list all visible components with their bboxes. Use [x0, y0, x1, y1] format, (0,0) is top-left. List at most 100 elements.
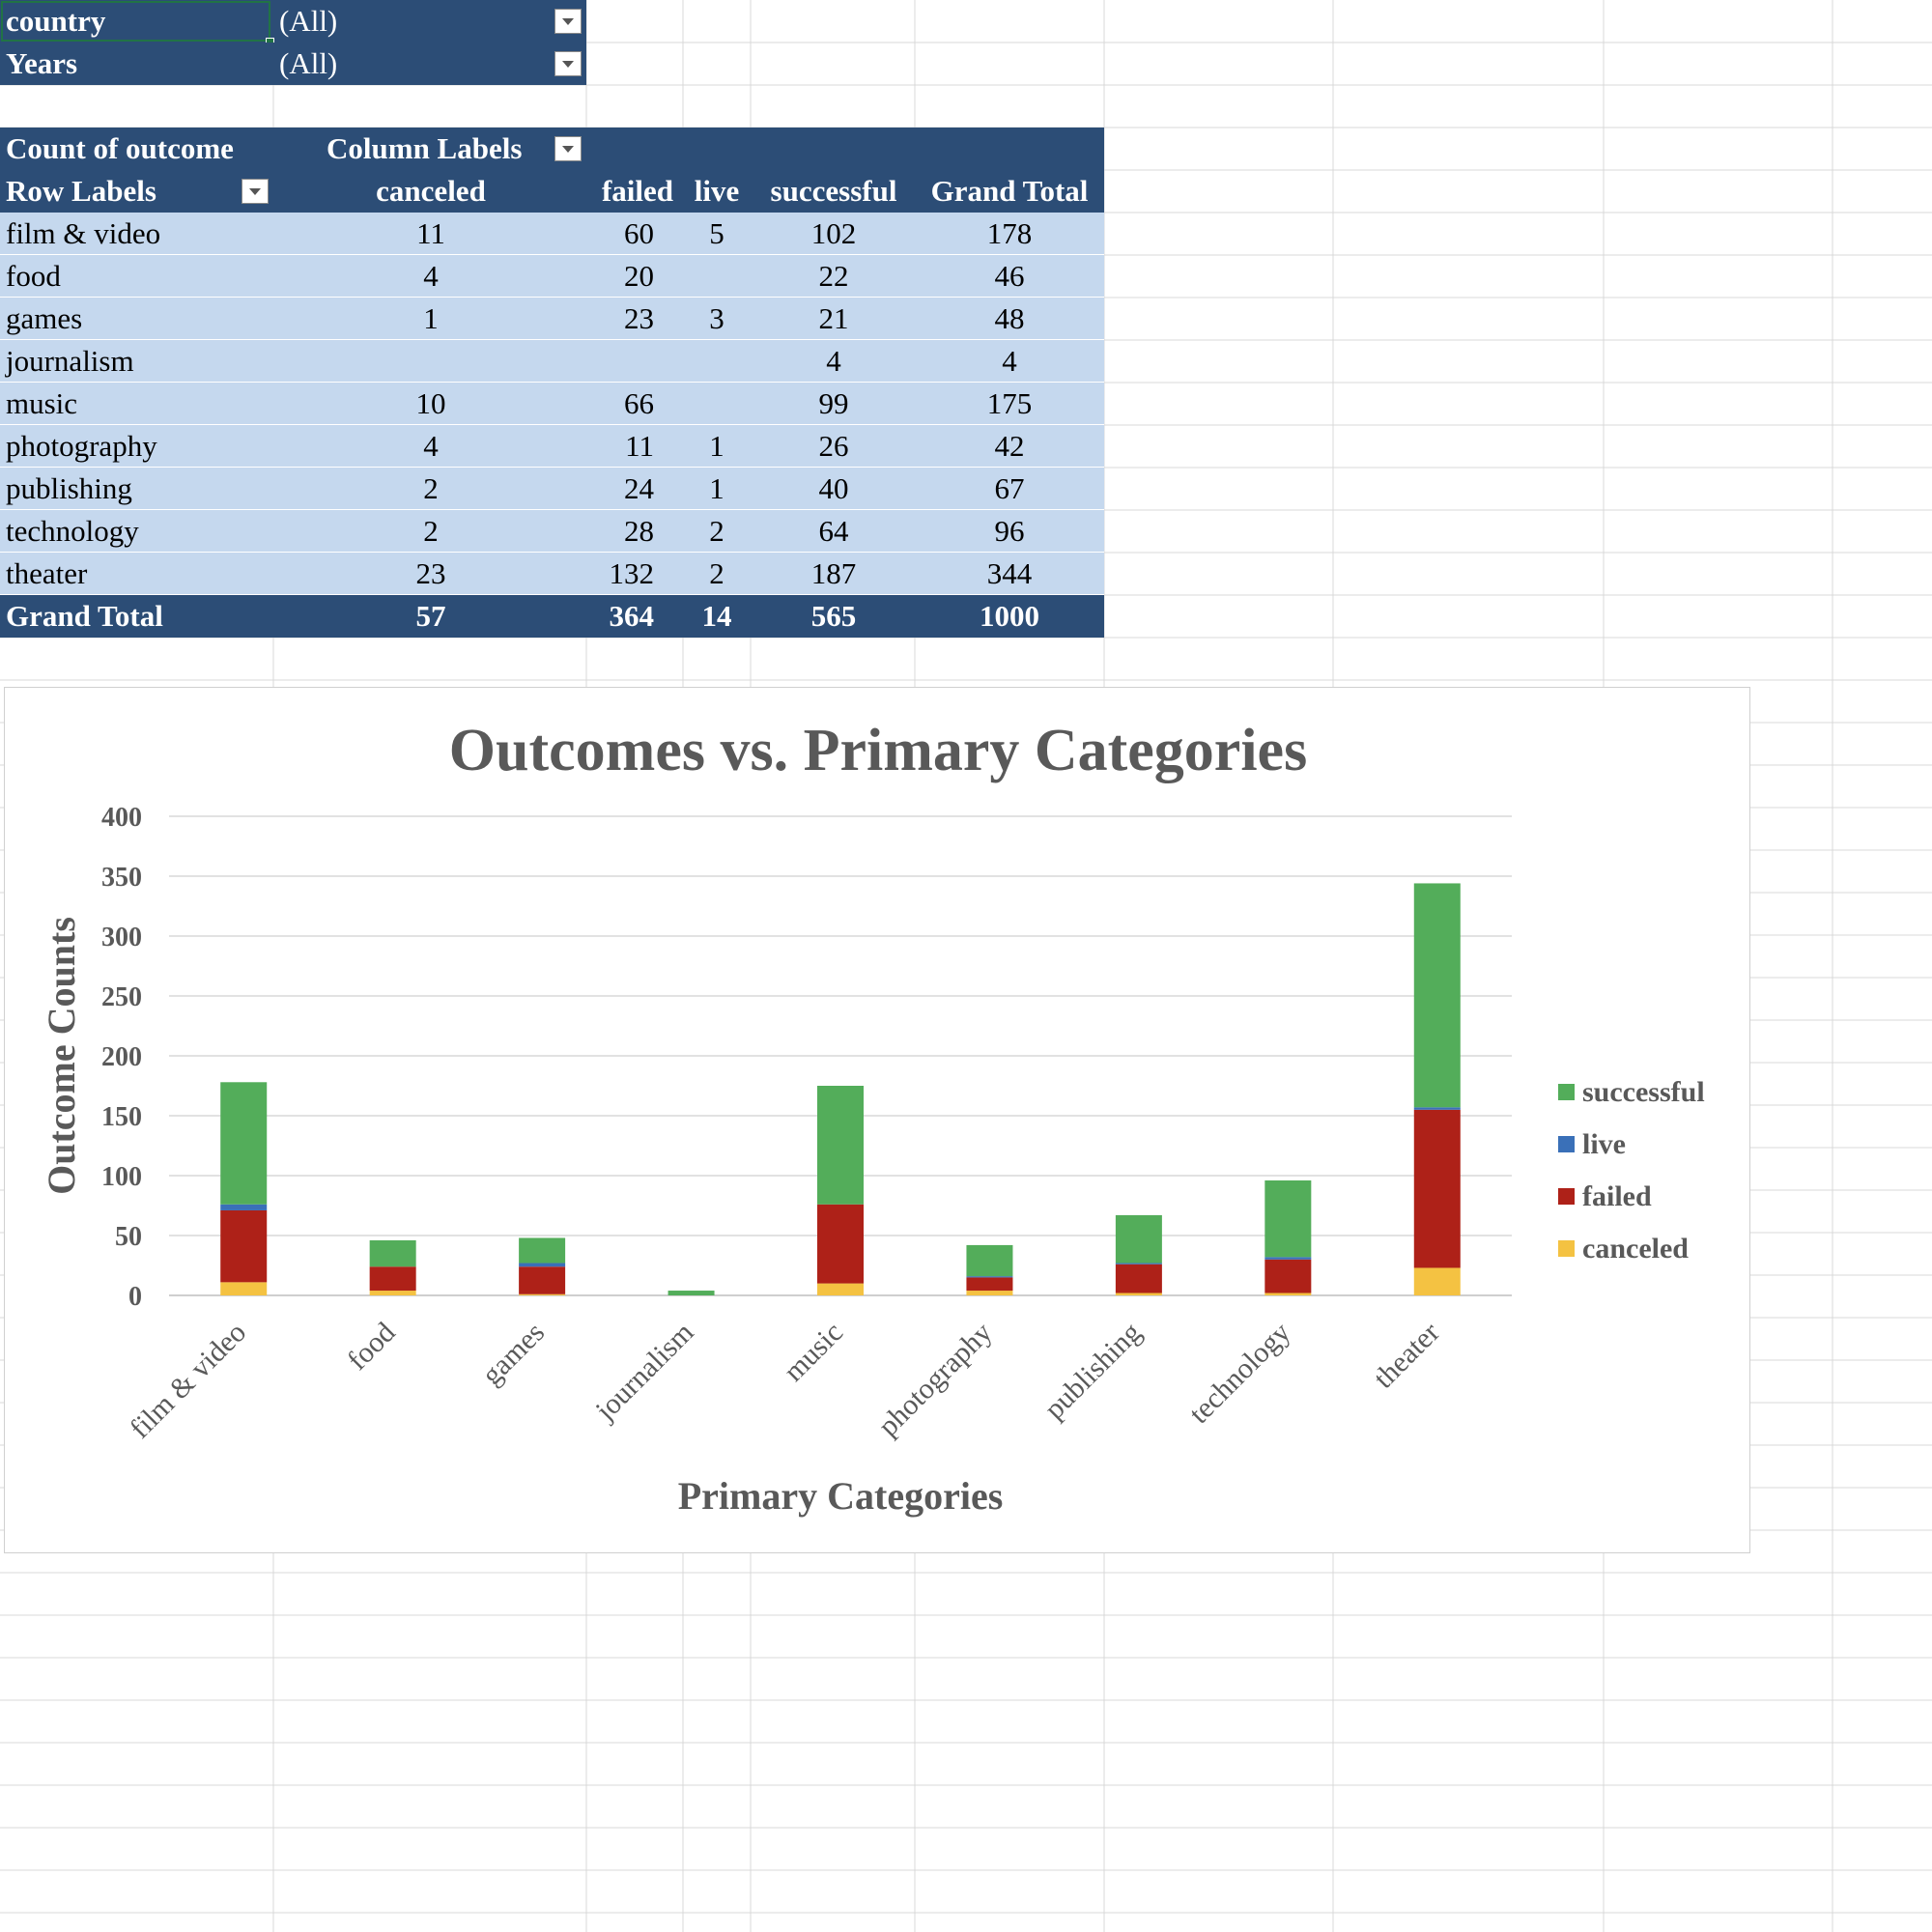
bar-segment-failed[interactable] [817, 1204, 864, 1284]
column-header: failed [601, 174, 673, 208]
bar-segment-canceled[interactable] [369, 1291, 416, 1295]
bar-segment-live[interactable] [966, 1276, 1013, 1278]
filter-dropdown-icon[interactable] [554, 9, 582, 34]
column-header: Grand Total [930, 174, 1089, 208]
value-cell: 2 [423, 514, 439, 548]
table-row[interactable]: food 4 20 22 46 [0, 255, 1104, 298]
chart-title: Outcomes vs. Primary Categories [449, 718, 1307, 783]
bar-segment-successful[interactable] [817, 1086, 864, 1205]
bar-segment-failed[interactable] [519, 1266, 566, 1294]
value-cell: 102 [810, 216, 857, 250]
row-label: music [6, 386, 78, 420]
value-cell: 344 [986, 556, 1033, 590]
value-cell: 20 [624, 259, 654, 293]
bar-segment-successful[interactable] [668, 1291, 715, 1295]
value-cell: 28 [624, 514, 654, 548]
value-cell: 24 [624, 471, 654, 505]
row-label: Grand Total [6, 599, 163, 633]
column-labels-header: Column Labels [327, 131, 523, 165]
table-row[interactable]: photography 4 11 1 26 42 [0, 425, 1104, 468]
legend-swatch [1558, 1136, 1575, 1152]
filter-field-label: country [6, 4, 106, 38]
bar-segment-canceled[interactable] [1413, 1267, 1461, 1295]
table-row[interactable]: technology 2 28 2 64 96 [0, 510, 1104, 553]
bar-segment-successful[interactable] [1115, 1214, 1162, 1264]
bar-segment-canceled[interactable] [817, 1283, 864, 1295]
value-cell: 132 [609, 556, 655, 590]
value-cell: 5 [709, 216, 724, 250]
bar-segment-failed[interactable] [369, 1266, 416, 1292]
value-cell: 3 [709, 301, 724, 335]
table-row[interactable]: film & video 11 60 5 102 178 [0, 213, 1104, 255]
bar-segment-canceled[interactable] [1264, 1293, 1312, 1295]
value-cell: 67 [994, 471, 1025, 505]
table-row[interactable]: theater 23 132 2 187 344 [0, 553, 1104, 595]
bar-segment-live[interactable] [1413, 1107, 1461, 1110]
stacked-bar-chart[interactable]: Outcomes vs. Primary Categories 0 50 100 150… [4, 687, 1750, 1553]
filter-dropdown-icon[interactable] [554, 51, 582, 76]
bar-segment-successful[interactable] [1413, 883, 1461, 1108]
pivot-header-row: Count of outcome Column Labels [0, 128, 1104, 170]
value-cell: 11 [416, 216, 445, 250]
value-cell: 4 [423, 259, 439, 293]
bar-segment-failed[interactable] [1413, 1109, 1461, 1268]
grand-total-row[interactable]: Grand Total 57 364 14 565 1000 [0, 595, 1104, 638]
bar-segment-successful[interactable] [369, 1239, 416, 1267]
bar-segment-canceled[interactable] [220, 1282, 268, 1295]
x-category-label: film & video [124, 1317, 252, 1445]
value-cell: 14 [701, 599, 732, 633]
filter-row-country[interactable]: country (All) [0, 0, 586, 43]
value-cell: 23 [624, 301, 654, 335]
value-cell: 23 [415, 556, 446, 590]
x-category-label: journalism [589, 1317, 700, 1428]
table-row[interactable]: journalism 4 4 [0, 340, 1104, 383]
column-header: canceled [376, 174, 486, 208]
row-labels-dropdown-icon[interactable] [242, 179, 269, 204]
bar-segment-failed[interactable] [220, 1209, 268, 1283]
x-category-label: theater [1368, 1317, 1446, 1395]
x-category-label: photography [872, 1317, 999, 1443]
bar-segment-successful[interactable] [220, 1082, 268, 1205]
value-cell: 364 [609, 599, 655, 633]
column-labels-dropdown-icon[interactable] [554, 136, 582, 161]
bar-segment-live[interactable] [220, 1204, 268, 1210]
legend-entry-successful[interactable]: successful [1582, 1076, 1705, 1108]
bar-segment-live[interactable] [519, 1263, 566, 1267]
value-cell: 2 [709, 556, 724, 590]
table-row[interactable]: music 10 66 99 175 [0, 383, 1104, 425]
legend-entry-live[interactable]: live [1582, 1128, 1626, 1160]
bar-segment-failed[interactable] [1264, 1259, 1312, 1293]
table-row[interactable]: publishing 2 24 1 40 67 [0, 468, 1104, 510]
table-row[interactable]: games 1 23 3 21 48 [0, 298, 1104, 340]
value-cell: 4 [1002, 344, 1017, 378]
value-cell [272, 340, 589, 383]
bar-segment-successful[interactable] [519, 1237, 566, 1264]
value-cell: 1000 [980, 599, 1039, 633]
value-cell: 10 [415, 386, 446, 420]
filter-value: (All) [279, 4, 338, 38]
value-cell: 46 [994, 259, 1025, 293]
value-cell: 178 [986, 216, 1033, 250]
value-cell: 1 [709, 471, 724, 505]
y-tick-label: 350 [101, 863, 142, 893]
chart-canvas: Outcomes vs. Primary Categories 0 50 100 150… [40, 718, 1705, 1518]
bar-segment-canceled[interactable] [519, 1293, 566, 1295]
legend-swatch [1558, 1084, 1575, 1100]
y-axis-title: Outcome Counts [40, 917, 83, 1195]
bar-segment-live[interactable] [1264, 1257, 1312, 1260]
legend-entry-failed[interactable]: failed [1582, 1180, 1652, 1212]
bar-segment-canceled[interactable] [966, 1291, 1013, 1295]
bar-segment-successful[interactable] [1264, 1179, 1312, 1258]
bar-segment-successful[interactable] [966, 1244, 1013, 1277]
bar-segment-canceled[interactable] [1115, 1293, 1162, 1295]
bar-segment-failed[interactable] [1115, 1264, 1162, 1293]
x-axis-title: Primary Categories [678, 1474, 1004, 1518]
filter-row-years[interactable]: Years (All) [0, 43, 586, 85]
bar-segment-failed[interactable] [966, 1277, 1013, 1292]
legend-entry-canceled[interactable]: canceled [1582, 1233, 1689, 1264]
value-cell: 175 [986, 386, 1033, 420]
row-label: technology [6, 514, 139, 548]
x-category-label: games [476, 1317, 552, 1392]
filter-field-label: Years [6, 46, 78, 80]
value-cell: 21 [818, 301, 849, 335]
